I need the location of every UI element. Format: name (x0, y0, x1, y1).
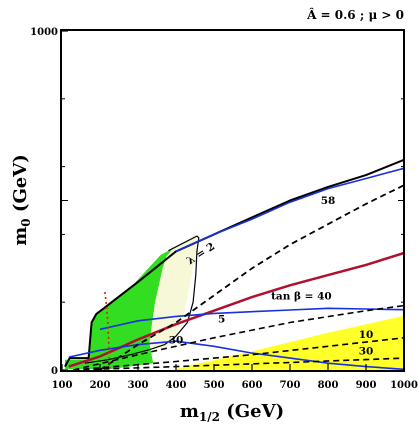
series-higgs-red-dotted (104, 291, 111, 371)
y-axis-label-unit: (GeV) (10, 154, 31, 218)
y-tick-label: 1000 (30, 27, 58, 38)
annotation-label: 58 (321, 195, 336, 207)
chart-series (64, 158, 405, 371)
series-tan-beta-10-blue (68, 340, 405, 371)
x-tick-label: 800 (318, 380, 339, 391)
y-axis-label: m0 (GeV) (10, 154, 33, 246)
x-tick-label: 600 (242, 380, 263, 391)
annotation-label: 5 (218, 314, 225, 326)
region-green-bright (65, 249, 173, 369)
x-axis-label-main: m (180, 401, 199, 422)
y-axis-label-sub: 0 (19, 218, 33, 226)
annotation-label: 30 (169, 335, 184, 347)
x-tick-label: 900 (356, 380, 377, 391)
series-dash-40 (73, 304, 405, 371)
x-tick-label: 300 (128, 380, 149, 391)
series-dash-30 (73, 357, 405, 371)
x-tick-label: 200 (90, 380, 111, 391)
series-cosmology-edge (84, 235, 200, 364)
x-tick-label: 400 (166, 380, 187, 391)
region-yellow (176, 315, 404, 370)
x-tick-label: 500 (204, 380, 225, 391)
x-axis-label: m1/2 (GeV) (180, 401, 284, 424)
series-tan-beta-5 (99, 307, 405, 331)
series-dash-5 (73, 337, 405, 371)
x-axis-label-sub: 1/2 (199, 410, 220, 424)
chart-ticks: 100 200 300 400 500 600 700 800 900 1000 0 1000 (30, 27, 418, 391)
annotation-label: tan β = 40 (271, 290, 332, 302)
region-green-pale (149, 234, 197, 350)
x-tick-label: 1000 (390, 380, 418, 391)
y-axis-label-main: m (10, 227, 31, 246)
series-tan-beta-58 (175, 167, 405, 253)
y-tick-label: 0 (51, 366, 58, 377)
annotation-label: 10 (359, 329, 374, 341)
chart-title: Â = 0.6 ; μ > 0 (306, 7, 404, 22)
x-axis-label-unit: (GeV) (220, 401, 284, 422)
x-tick-label: 700 (280, 380, 301, 391)
series-lambda-2 (99, 184, 405, 371)
annotation-label: 30 (359, 346, 374, 358)
x-tick-label: 100 (52, 380, 73, 391)
